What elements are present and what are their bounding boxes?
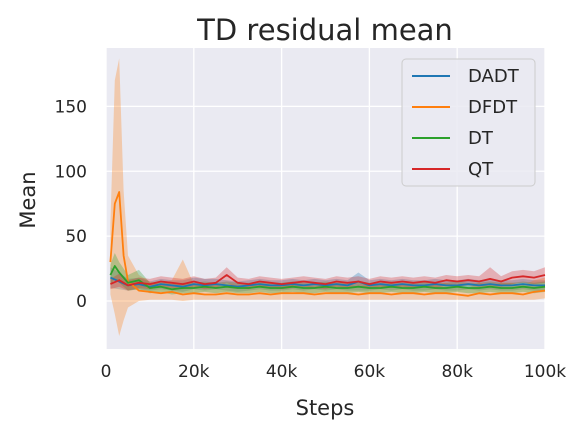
x-tick-labels: 0 20k 40k 60k 80k 100k xyxy=(101,362,567,382)
x-tick-label: 0 xyxy=(101,362,112,382)
x-tick-label: 20k xyxy=(178,362,210,382)
y-tick-label: 0 xyxy=(76,292,87,312)
y-axis-label: Mean xyxy=(16,171,40,228)
x-axis-label: Steps xyxy=(296,396,355,420)
series-line-dadt xyxy=(110,276,545,288)
series-line-dfdt xyxy=(109,191,546,297)
x-tick-label: 40k xyxy=(266,362,298,382)
y-tick-label: 150 xyxy=(55,97,87,117)
y-tick-labels: 0 50 100 150 xyxy=(55,97,87,312)
legend-box xyxy=(401,58,536,187)
y-tick-label: 100 xyxy=(55,162,87,182)
legend: DADT DFDT DT QT xyxy=(401,58,536,187)
x-tick-label: 80k xyxy=(441,362,473,382)
chart-title: TD residual mean xyxy=(196,13,453,47)
legend-label-dadt: DADT xyxy=(468,66,520,87)
y-tick-label: 50 xyxy=(65,227,87,247)
legend-label-qt: QT xyxy=(468,159,494,180)
x-tick-label: 60k xyxy=(354,362,386,382)
legend-label-dt: DT xyxy=(468,128,494,149)
legend-label-dfdt: DFDT xyxy=(468,97,518,118)
series-line-qt xyxy=(110,274,546,287)
band-dadt xyxy=(110,267,546,292)
series-line-dt xyxy=(109,265,546,291)
x-tick-label: 100k xyxy=(524,362,566,382)
series-lines xyxy=(109,191,546,297)
